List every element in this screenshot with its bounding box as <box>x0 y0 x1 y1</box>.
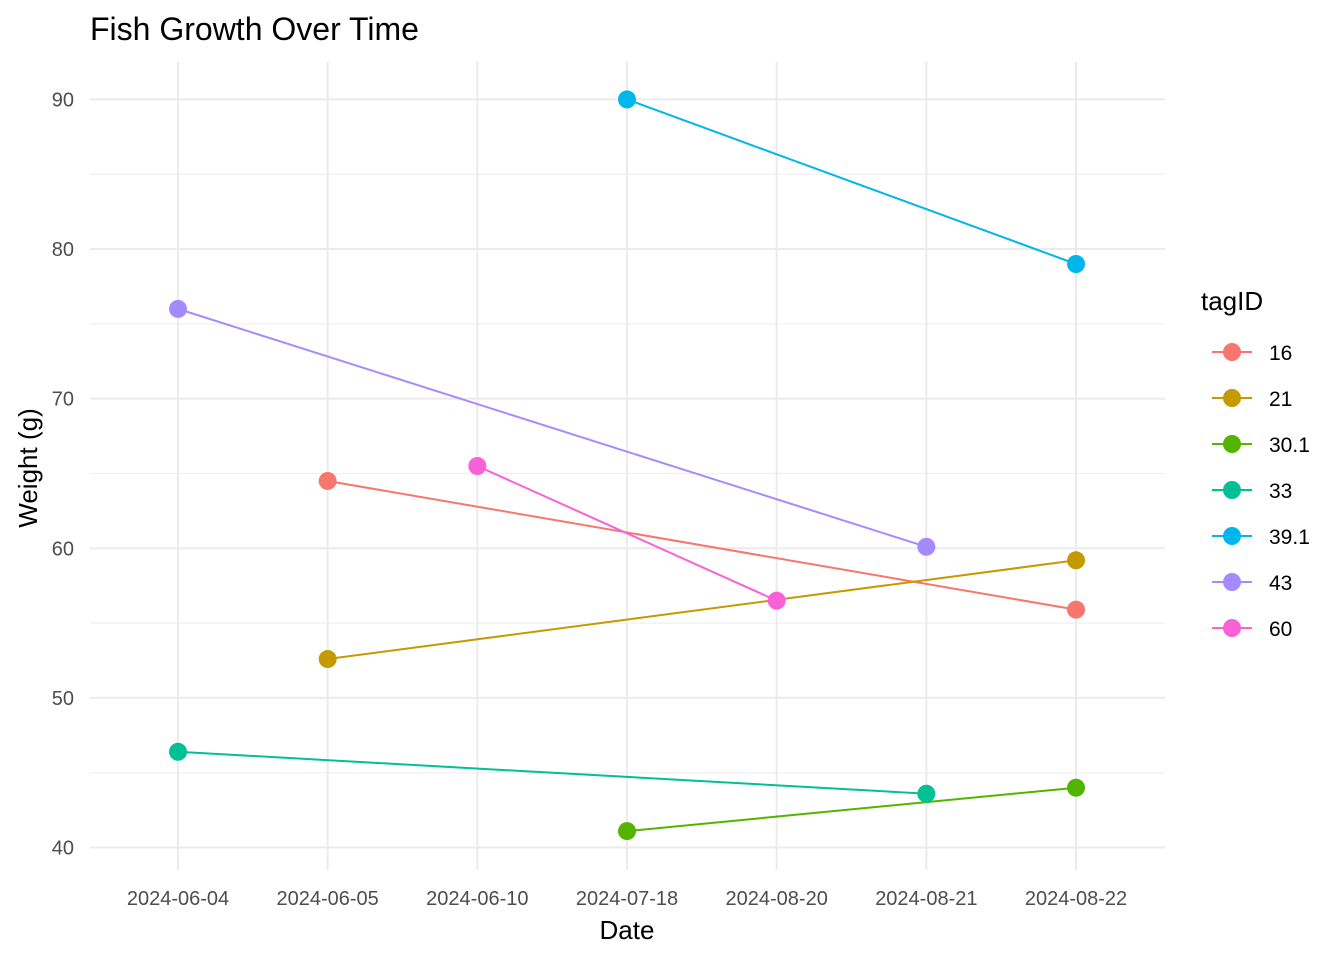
legend-label: 16 <box>1269 342 1292 365</box>
legend-item: 43 <box>1212 572 1292 595</box>
legend-key-point <box>1223 619 1241 637</box>
legend-key-point <box>1223 435 1241 453</box>
y-tick-label: 80 <box>52 239 74 261</box>
data-point-60 <box>767 591 786 610</box>
legend-key-point <box>1223 573 1241 591</box>
legend-item: 39.1 <box>1212 526 1310 549</box>
x-tick-label: 2024-07-18 <box>576 888 678 910</box>
legend-title: tagID <box>1201 286 1263 316</box>
legend-label: 33 <box>1269 480 1292 503</box>
data-point-30.1 <box>618 822 637 841</box>
y-tick-label: 60 <box>52 538 74 560</box>
x-tick-label: 2024-08-20 <box>726 888 828 910</box>
data-point-43 <box>169 299 187 318</box>
legend-label: 43 <box>1269 572 1292 595</box>
legend-label: 39.1 <box>1269 526 1310 549</box>
legend: tagID 16 21 30.1 33 39.1 43 60 <box>1201 286 1310 641</box>
series-line-39.1 <box>626 98 1077 265</box>
series-line-60 <box>476 465 778 602</box>
legend-key-point <box>1223 343 1241 361</box>
legend-item: 33 <box>1212 480 1292 503</box>
y-axis-title: Weight (g) <box>13 408 43 527</box>
legend-key-point <box>1223 481 1241 499</box>
x-tick-label: 2024-08-22 <box>1025 888 1127 910</box>
x-tick-label: 2024-06-04 <box>127 888 229 910</box>
data-point-21 <box>1067 551 1086 570</box>
y-tick-label: 90 <box>52 89 74 111</box>
legend-item: 30.1 <box>1212 434 1310 457</box>
legend-item: 60 <box>1212 618 1292 641</box>
legend-key-point <box>1223 527 1241 545</box>
legend-item: 16 <box>1212 342 1292 365</box>
series-lines <box>177 98 1077 833</box>
data-point-16 <box>1067 600 1086 619</box>
legend-key-point <box>1223 389 1241 407</box>
data-point-21 <box>318 650 337 669</box>
y-tick-label: 70 <box>52 389 74 411</box>
major-gridlines <box>90 62 1165 870</box>
data-point-16 <box>318 471 337 490</box>
y-tick-label: 50 <box>52 688 74 710</box>
x-axis-title: Date <box>600 915 655 945</box>
y-axis-tick-labels: 40 50 60 70 80 90 <box>52 89 74 859</box>
legend-items: 16 21 30.1 33 39.1 43 60 <box>1212 342 1310 641</box>
y-tick-label: 40 <box>52 838 74 860</box>
data-point-30.1 <box>1067 778 1086 797</box>
data-point-39.1 <box>1067 255 1086 273</box>
data-point-33 <box>169 742 187 761</box>
legend-item: 21 <box>1212 388 1292 411</box>
data-point-39.1 <box>618 90 637 109</box>
legend-label: 21 <box>1269 388 1292 411</box>
x-axis-tick-labels: 2024-06-04 2024-06-05 2024-06-10 2024-07-18… <box>127 888 1127 910</box>
series-line-21 <box>327 559 1077 661</box>
series-line-30.1 <box>626 786 1077 833</box>
x-tick-label: 2024-06-10 <box>426 888 528 910</box>
legend-label: 60 <box>1269 618 1292 641</box>
legend-label: 30.1 <box>1269 434 1310 457</box>
data-point-60 <box>468 457 487 475</box>
series-line-16 <box>327 479 1077 611</box>
series-points <box>169 90 1086 841</box>
series-line-43 <box>177 307 927 548</box>
chart-title: Fish Growth Over Time <box>90 11 419 47</box>
series-line-33 <box>177 750 927 795</box>
data-point-43 <box>917 537 936 556</box>
x-tick-label: 2024-06-05 <box>277 888 379 910</box>
x-tick-label: 2024-08-21 <box>875 888 977 910</box>
data-point-33 <box>917 784 936 803</box>
